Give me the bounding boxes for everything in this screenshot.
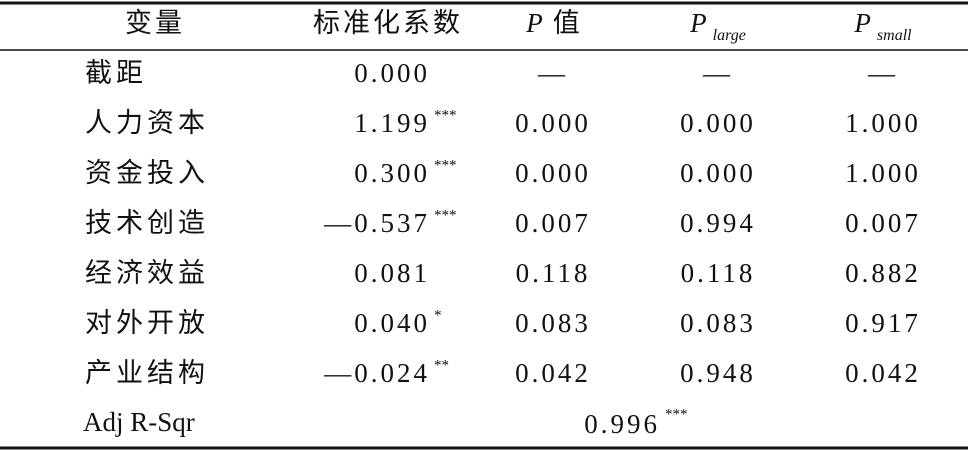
header-cell: 标准化系数 (313, 8, 463, 38)
coefficient: 0.300 (354, 158, 430, 188)
coefficient: 0.000 (354, 58, 430, 88)
header-cell: 变量 (125, 8, 185, 38)
header-symbol: P (525, 8, 543, 38)
row-label: 技术创造 (85, 208, 209, 238)
significance-stars: *** (434, 207, 457, 223)
significance-stars: ** (434, 357, 449, 373)
row-label: 经济效益 (85, 258, 209, 288)
row-label: 产业结构 (85, 358, 209, 388)
p-value: 0.083 (515, 308, 591, 338)
p-value: 1.000 (845, 108, 921, 138)
p-value: 0.042 (515, 358, 591, 388)
significance-stars: * (434, 307, 442, 323)
p-value: 0.882 (845, 258, 921, 288)
row-label: 截距 (85, 58, 147, 88)
p-value: 0.000 (515, 158, 591, 188)
header-subscript: small (877, 27, 912, 44)
significance-stars: *** (434, 157, 457, 173)
p-value: 0.007 (845, 208, 921, 238)
p-value: — (537, 58, 568, 88)
p-value: 0.083 (680, 308, 756, 338)
p-value: 0.007 (515, 208, 591, 238)
header-symbol: P (853, 8, 871, 38)
row-label: 资金投入 (85, 158, 209, 188)
coefficient: 1.199 (354, 108, 430, 138)
header-suffix: 值 (553, 8, 580, 38)
p-value: 0.917 (845, 308, 921, 338)
row-label: 对外开放 (85, 308, 209, 338)
coefficient: 0.040 (354, 308, 430, 338)
coefficient: —0.024 (323, 358, 430, 388)
significance-stars: *** (434, 107, 457, 123)
p-value: 0.948 (680, 358, 756, 388)
p-value: 1.000 (845, 158, 921, 188)
header-subscript: large (713, 27, 746, 44)
footer-label: Adj R-Sqr (83, 407, 195, 437)
p-value: 0.118 (681, 258, 756, 288)
p-value: 0.042 (845, 358, 921, 388)
header-symbol: P (689, 8, 707, 38)
p-value: 0.994 (680, 208, 756, 238)
coefficient: —0.537 (323, 208, 430, 238)
p-value: — (867, 58, 898, 88)
footer-value: 0.996 (584, 409, 660, 439)
row-label: 人力资本 (85, 108, 209, 138)
coefficient: 0.081 (354, 258, 430, 288)
p-value: 0.000 (680, 108, 756, 138)
p-value: — (702, 58, 733, 88)
p-value: 0.000 (515, 108, 591, 138)
p-value: 0.000 (680, 158, 756, 188)
p-value: 0.118 (516, 258, 591, 288)
significance-stars: *** (665, 406, 688, 422)
